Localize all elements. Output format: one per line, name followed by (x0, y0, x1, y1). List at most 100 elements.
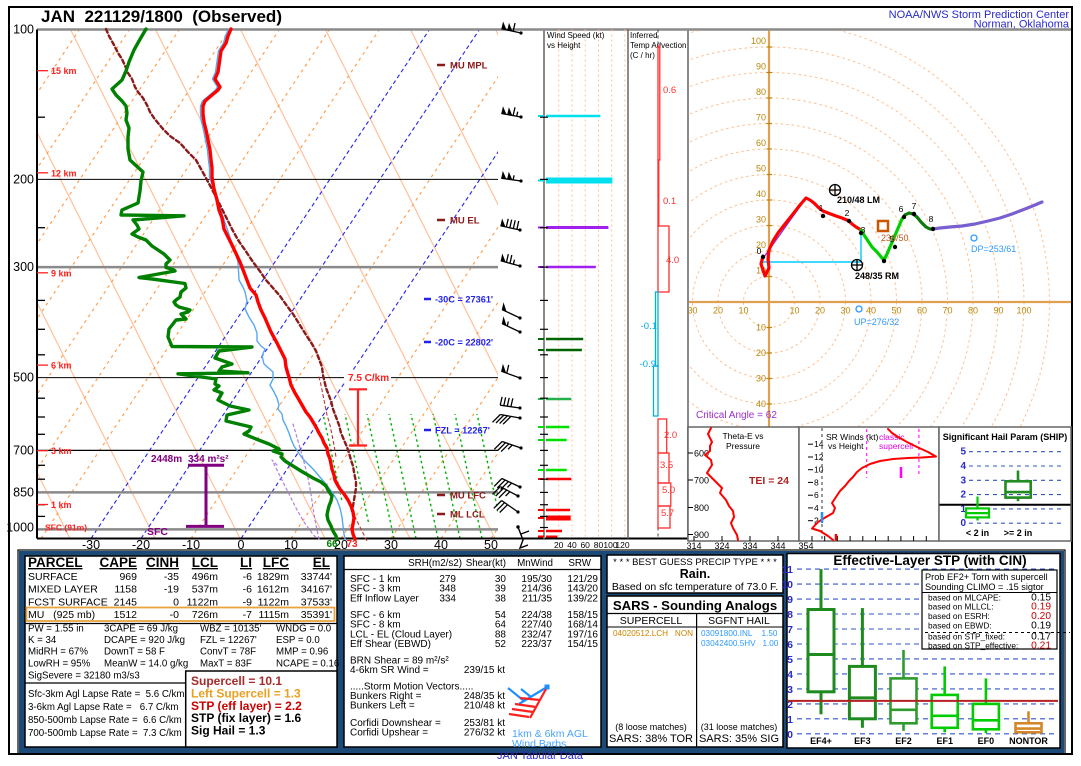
svg-text:SFC: SFC (147, 526, 168, 538)
svg-text:ESP = 0.0: ESP = 0.0 (276, 635, 320, 646)
svg-text:-6: -6 (243, 584, 252, 596)
svg-text:1000: 1000 (6, 521, 34, 535)
svg-text:726m: 726m (192, 609, 219, 621)
svg-text:9: 9 (787, 594, 793, 606)
svg-text:60: 60 (917, 306, 927, 316)
svg-text:0.21: 0.21 (1031, 641, 1051, 652)
svg-text:20: 20 (713, 306, 723, 316)
svg-text:52: 52 (495, 639, 507, 650)
svg-text:JAN 221129/1800 (Observed): JAN 221129/1800 (Observed) (41, 7, 282, 26)
svg-text:vs Height: vs Height (828, 441, 864, 451)
svg-text:Prob EF2+ Torn with supercell: Prob EF2+ Torn with supercell (925, 572, 1048, 582)
svg-text:800: 800 (694, 503, 709, 513)
svg-text:NCAPE = 0.16: NCAPE = 0.16 (276, 658, 339, 669)
svg-text:80: 80 (968, 306, 978, 316)
svg-text:SARS - Sounding Analogs: SARS - Sounding Analogs (613, 598, 777, 613)
svg-text:30: 30 (840, 306, 850, 316)
svg-text:3.5: 3.5 (660, 460, 673, 471)
svg-text:SARS: 38% TOR: SARS: 38% TOR (609, 733, 693, 745)
svg-text:30: 30 (687, 306, 697, 316)
svg-text:50: 50 (756, 164, 766, 174)
svg-text:Eff Shear (EBWD): Eff Shear (EBWD) (350, 639, 431, 650)
svg-text:66: 66 (326, 539, 338, 550)
svg-text:7.5 C/km: 7.5 C/km (348, 373, 389, 384)
svg-text:EF1: EF1 (936, 736, 953, 746)
svg-text:1: 1 (819, 203, 824, 213)
svg-text:4: 4 (960, 461, 966, 472)
svg-text:2: 2 (960, 490, 966, 501)
svg-text:100: 100 (751, 36, 766, 46)
svg-text:1: 1 (787, 714, 793, 726)
svg-text:2: 2 (845, 208, 850, 218)
svg-text:4.0: 4.0 (666, 255, 679, 266)
svg-text:CAPE: CAPE (99, 555, 137, 570)
svg-text:MU MPL: MU MPL (450, 61, 488, 72)
svg-text:DCAPE = 920 J/kg: DCAPE = 920 J/kg (104, 635, 185, 646)
svg-text:SRH(m2/s2): SRH(m2/s2) (408, 558, 462, 569)
svg-text:334: 334 (439, 593, 456, 604)
svg-text:6: 6 (787, 639, 793, 651)
svg-text:1115m: 1115m (258, 609, 289, 621)
svg-text:LCL: LCL (192, 555, 218, 570)
svg-text:MU LFC: MU LFC (450, 491, 486, 502)
svg-text:500: 500 (13, 371, 34, 385)
svg-text:SFC (91m): SFC (91m) (45, 523, 87, 533)
svg-text:100: 100 (1016, 306, 1031, 316)
svg-text:SURFACE: SURFACE (28, 571, 78, 583)
svg-text:6: 6 (814, 490, 819, 500)
svg-text:100: 100 (13, 23, 34, 37)
svg-text:8: 8 (929, 214, 934, 224)
svg-text:Effective-Layer STP (with CIN): Effective-Layer STP (with CIN) (833, 553, 1026, 568)
svg-text:38: 38 (495, 593, 507, 604)
svg-text:60: 60 (756, 138, 766, 148)
svg-text:-0.1: -0.1 (641, 321, 657, 332)
svg-text:154/15: 154/15 (567, 639, 598, 650)
svg-text:SRW: SRW (568, 558, 591, 569)
svg-text:969: 969 (119, 571, 137, 583)
svg-text:10: 10 (738, 306, 748, 316)
svg-text:8: 8 (814, 477, 819, 487)
svg-text:3: 3 (861, 225, 866, 235)
svg-text:based on ESRH:: based on ESRH: (928, 611, 990, 621)
svg-text:4: 4 (814, 503, 819, 513)
svg-text:900: 900 (694, 530, 709, 540)
svg-text:4-6km SR Wind =: 4-6km SR Wind = (350, 665, 429, 676)
svg-text:Wind Barbs: Wind Barbs (512, 738, 566, 750)
svg-text:< 2 in: < 2 in (966, 528, 989, 538)
svg-text:70: 70 (756, 113, 766, 123)
svg-text:200: 200 (13, 172, 34, 186)
svg-text:1829m: 1829m (257, 571, 289, 583)
svg-text:(31 loose matches): (31 loose matches) (701, 722, 778, 732)
svg-text:CINH: CINH (146, 555, 179, 570)
svg-text:15 km: 15 km (51, 66, 77, 76)
svg-text:210/48 kt: 210/48 kt (464, 701, 505, 712)
svg-text:300: 300 (13, 260, 34, 274)
svg-text:SARS: 35% SIG: SARS: 35% SIG (699, 733, 779, 745)
svg-text:5: 5 (960, 447, 966, 458)
svg-text:0: 0 (757, 246, 762, 256)
svg-text:496m: 496m (192, 571, 219, 583)
svg-text:NONTOR: NONTOR (1009, 736, 1048, 746)
svg-text:PW = 1.55 in: PW = 1.55 in (28, 624, 84, 635)
svg-text:-19: -19 (164, 584, 179, 596)
svg-text:0: 0 (787, 729, 793, 741)
svg-text:Inferred: Inferred (630, 31, 658, 40)
svg-text:MU EL: MU EL (450, 216, 480, 227)
svg-text:3 km: 3 km (51, 446, 72, 456)
svg-text:Sig Hail = 1.3: Sig Hail = 1.3 (191, 724, 266, 738)
svg-text:MU (925 mb): MU (925 mb) (28, 609, 95, 621)
svg-text:PARCEL: PARCEL (28, 555, 83, 570)
svg-text:-35: -35 (164, 571, 179, 583)
svg-text:0.19: 0.19 (1031, 621, 1051, 632)
svg-text:90: 90 (756, 62, 766, 72)
svg-text:WNDG = 0.0: WNDG = 0.0 (276, 624, 332, 635)
svg-text:40: 40 (567, 540, 577, 550)
svg-text:35391': 35391' (301, 609, 332, 621)
svg-text:-0: -0 (170, 609, 179, 621)
svg-text:5: 5 (787, 654, 793, 666)
svg-text:FZL = 12267': FZL = 12267' (435, 426, 490, 436)
svg-text:WBZ = 10135': WBZ = 10135' (200, 624, 262, 635)
svg-text:223/37: 223/37 (521, 639, 552, 650)
svg-text:MaxT = 83F: MaxT = 83F (200, 658, 252, 669)
svg-text:Significant Hail Param (SHIP): Significant Hail Param (SHIP) (943, 432, 1068, 442)
